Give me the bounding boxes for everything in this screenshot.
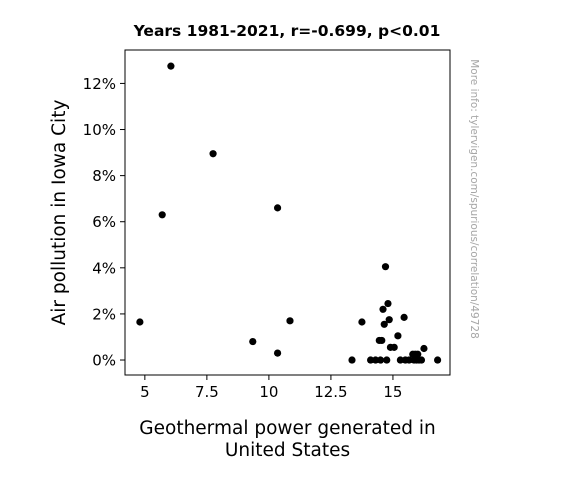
data-point [384,299,392,308]
chart-title: Years 1981-2021, r=-0.699, p<0.01 [133,22,441,40]
x-tick-label: 5 [140,383,150,401]
data-point [405,356,413,364]
data-point [167,62,175,70]
y-tick-label: 12% [83,75,116,93]
data-point [376,356,385,364]
x-tick-label: 10 [259,383,278,401]
data-point [249,337,257,346]
data-point [414,350,422,358]
x-axis: 5 7.5 10 12.5 15 [140,375,402,401]
source-note: More info: tylervigen.com/spurious/corre… [468,59,480,339]
data-point [396,356,404,364]
x-axis-label-line-1: Geothermal power generated in [139,418,435,439]
data-point [378,336,386,345]
data-point [385,316,393,324]
data-point [433,356,442,364]
y-tick-label: 0% [92,352,116,370]
x-tick-label: 12.5 [314,383,347,401]
data-point [380,320,388,328]
data-point [158,211,166,219]
data-points [136,62,442,364]
data-point [358,318,366,326]
data-point [367,356,375,364]
data-point [394,332,402,340]
data-point [136,318,144,326]
y-tick-label: 4% [92,259,116,277]
y-tick-label: 6% [92,213,116,231]
data-point [273,204,282,212]
y-axis: 0% 2% 4% 6% 8% 10% 12% [83,75,125,370]
data-point [383,356,391,364]
y-tick-label: 2% [92,305,116,323]
x-axis-label-line-2: United States [225,440,350,461]
y-tick-label: 10% [83,121,116,139]
y-axis-label: Air pollution in Iowa City [49,100,70,326]
data-point [390,343,398,351]
y-tick-label: 8% [92,167,116,185]
data-point [400,313,408,321]
data-point [381,263,390,271]
data-point [286,317,294,325]
x-tick-label: 7.5 [195,383,219,401]
data-point [420,344,428,353]
data-point [417,356,426,364]
plot-area-frame [124,49,451,376]
data-point [209,150,217,158]
x-tick-label: 15 [383,383,402,401]
data-point [379,305,387,313]
data-point [273,349,282,357]
data-point [348,356,356,364]
data-point [371,356,380,364]
